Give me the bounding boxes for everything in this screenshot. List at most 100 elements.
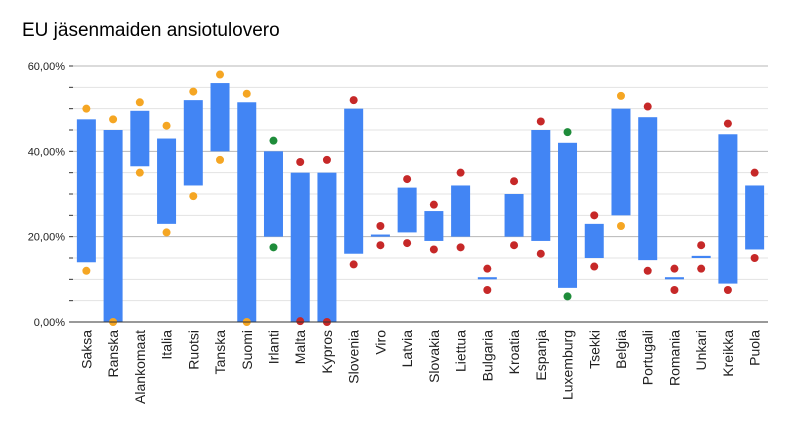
bars [76,83,765,323]
upper-marker-malta [296,158,305,166]
markers [82,70,759,326]
lower-marker-kroatia [510,241,519,250]
y-tick-label: 60,00% [28,61,66,73]
y-tick-label: 20,00% [28,232,66,244]
y-tick-label: 0,00% [34,317,65,329]
bar-unkari [691,255,711,258]
x-tick-label-slovakia: Slovakia [426,330,442,383]
lower-marker-bulgaria [483,286,492,294]
x-tick-label-italia: Italia [159,330,175,360]
x-tick-label-slovenia: Slovenia [346,330,362,384]
x-tick-label-luxemburg: Luxemburg [560,330,576,400]
upper-marker-liettua [456,168,465,177]
lower-marker-italia [162,228,171,237]
lower-marker-latvia [403,239,412,248]
lower-marker-tanska [216,155,225,164]
bar-suomi [237,102,257,323]
upper-marker-unkari [697,241,706,250]
x-tick-label-bulgaria: Bulgaria [479,330,495,382]
lower-marker-kreikka [723,286,732,294]
bar-belgia [611,108,631,216]
lower-marker-tsekki [590,262,599,271]
bar-irlanti [263,151,283,237]
lower-marker-belgia [616,222,625,230]
lower-marker-viro [376,241,385,250]
x-tick-label-romania: Romania [666,330,682,386]
bar-liettua [451,185,471,237]
bar-romania [664,277,684,280]
x-axis-labels: Saksa Ranska Alankomaat Italia Ruotsi Tanska S… [78,330,762,404]
x-tick-label-portugali: Portugali [640,330,656,385]
bar-kypros [317,172,337,322]
upper-marker-romania [670,264,679,273]
bar-puola [745,185,765,250]
upper-marker-belgia [616,91,625,100]
y-tick-label: 40,00% [28,146,66,158]
lower-marker-irlanti [269,243,278,252]
lower-marker-slovakia [429,245,438,254]
lower-marker-unkari [697,264,706,273]
x-tick-label-liettua: Liettua [453,330,469,372]
upper-marker-saksa [82,104,91,113]
lower-marker-romania [670,286,679,294]
upper-marker-bulgaria [483,264,492,273]
x-tick-label-unkari: Unkari [693,330,709,370]
x-tick-label-puola: Puola [747,330,763,366]
upper-marker-kypros [322,155,331,164]
x-tick-label-saksa: Saksa [78,330,94,369]
lower-marker-liettua [456,243,465,252]
bar-saksa [76,119,96,263]
lower-marker-espanja [536,249,545,258]
upper-marker-ranska [109,115,118,124]
x-tick-label-espanja: Espanja [533,330,549,381]
upper-marker-puola [750,168,759,177]
bar-kreikka [718,134,738,284]
upper-marker-viro [376,222,385,230]
bar-ruotsi [183,100,203,186]
bar-tanska [210,83,230,152]
bar-espanja [531,130,551,241]
upper-marker-irlanti [269,136,278,145]
upper-marker-espanja [536,117,545,126]
upper-marker-slovenia [349,96,358,105]
upper-marker-kroatia [510,177,519,186]
upper-marker-ruotsi [189,87,198,96]
upper-marker-tsekki [590,211,599,220]
x-tick-label-kreikka: Kreikka [720,330,736,377]
lower-marker-puola [750,254,759,262]
upper-marker-portugali [643,102,652,111]
y-axis-ticks: 0,00% 20,00% 40,00% 60,00% [28,61,66,329]
upper-marker-kreikka [723,119,732,128]
upper-marker-latvia [403,175,412,184]
bar-latvia [397,187,417,233]
bar-slovakia [424,211,444,241]
chart-title: EU jäsenmaiden ansiotulovero [22,20,280,41]
upper-marker-suomi [242,89,251,98]
lower-marker-ruotsi [189,192,198,201]
lower-marker-alankomaat [135,168,144,177]
upper-marker-luxemburg [563,128,572,137]
lower-marker-saksa [82,266,91,275]
upper-marker-alankomaat [135,98,144,107]
bar-italia [157,138,177,224]
bar-bulgaria [477,277,497,280]
x-tick-label-tsekki: Tsekki [586,330,602,369]
bar-slovenia [344,108,364,254]
bar-viro [370,234,390,237]
x-tick-label-ranska: Ranska [105,330,121,378]
x-tick-label-malta: Malta [292,330,308,364]
lower-marker-portugali [643,266,652,275]
lower-marker-malta [296,317,305,326]
upper-marker-tanska [216,70,225,79]
x-tick-label-kroatia: Kroatia [506,330,522,375]
bar-ranska [103,130,123,322]
x-tick-label-ruotsi: Ruotsi [185,330,201,370]
x-tick-label-viro: Viro [372,330,388,355]
lower-marker-slovenia [349,260,358,269]
bar-portugali [638,117,658,261]
bar-malta [290,172,310,322]
bar-tsekki [584,223,604,258]
upper-marker-italia [162,121,171,130]
x-tick-label-tanska: Tanska [212,330,228,375]
